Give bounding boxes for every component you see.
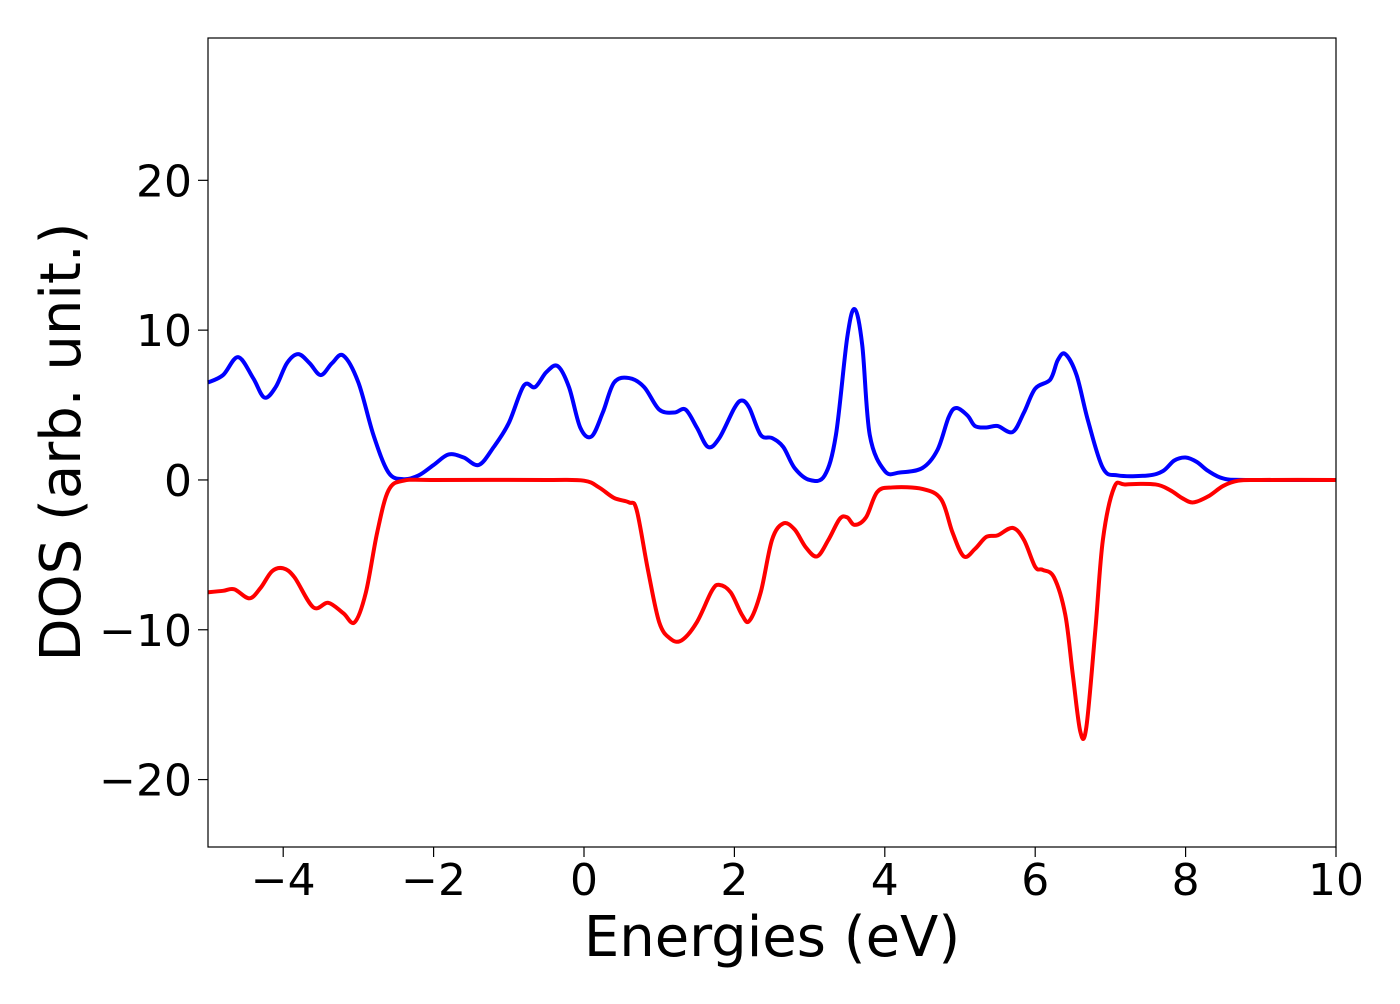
x-tick-label: −4 bbox=[251, 855, 316, 906]
x-tick-label: 0 bbox=[570, 855, 598, 906]
x-tick-label: 10 bbox=[1308, 855, 1364, 906]
series-layer bbox=[207, 307, 1337, 742]
x-tick-label: 4 bbox=[871, 855, 899, 906]
y-tick-label: −20 bbox=[99, 756, 192, 807]
x-axis-ticks: −4 −2 0 2 4 6 8 10 bbox=[251, 847, 1364, 906]
series-line-blue bbox=[207, 307, 1337, 484]
x-axis-label: Energies (eV) bbox=[584, 905, 960, 970]
y-axis-label: DOS (arb. unit.) bbox=[29, 222, 94, 661]
series-line-red bbox=[207, 477, 1337, 742]
x-tick-label: 2 bbox=[720, 855, 748, 906]
x-tick-label: −2 bbox=[401, 855, 466, 906]
y-tick-label: 0 bbox=[164, 456, 192, 507]
x-tick-label: 6 bbox=[1021, 855, 1049, 906]
y-tick-label: 10 bbox=[136, 306, 192, 357]
x-tick-label: 8 bbox=[1172, 855, 1200, 906]
plot-frame bbox=[207, 37, 1337, 848]
y-tick-label: 20 bbox=[136, 156, 192, 207]
y-axis-ticks: −20 −10 0 10 20 bbox=[99, 156, 208, 807]
y-tick-label: −10 bbox=[99, 606, 192, 657]
